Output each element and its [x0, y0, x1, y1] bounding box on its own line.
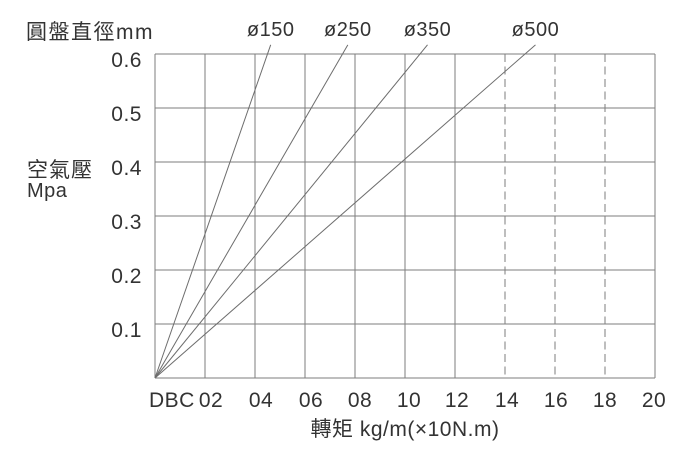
- y-tick-label-0.2: 0.2: [111, 265, 142, 288]
- y-axis-title-text: 空氣壓: [27, 159, 93, 182]
- y-tick-label-0.3: 0.3: [111, 211, 142, 234]
- series-line-ø250: [154, 44, 349, 379]
- y-axis-title: 空氣壓 Mpa: [27, 160, 93, 202]
- x-tick-label-04: 04: [248, 389, 274, 412]
- x-tick-label-12: 12: [444, 389, 470, 412]
- series-label-ø500: ø500: [511, 19, 560, 41]
- series-line-ø350: [154, 44, 428, 379]
- y-tick-label-0.6: 0.6: [111, 49, 142, 72]
- x-tick-label-08: 08: [347, 389, 373, 412]
- x-tick-label-10: 10: [396, 389, 422, 412]
- y-tick-label-0.5: 0.5: [111, 103, 142, 126]
- y-axis-unit-label: Mpa: [27, 180, 68, 202]
- series-label-ø150: ø150: [246, 19, 295, 41]
- series-label-ø250: ø250: [324, 19, 372, 41]
- x-tick-label-20: 20: [641, 389, 667, 412]
- series-line-ø150: [154, 44, 272, 379]
- y-tick-label-0.4: 0.4: [111, 157, 142, 180]
- y-tick-label-0.1: 0.1: [111, 319, 142, 342]
- x-tick-label-14: 14: [494, 389, 520, 412]
- disc-diameter-axis-title: 圓盤直徑mm: [26, 21, 154, 44]
- x-tick-label-02: 02: [198, 389, 224, 412]
- x-tick-label-18: 18: [592, 389, 618, 412]
- series-label-ø350: ø350: [403, 19, 452, 41]
- x-axis-title: 轉矩 kg/m(×10N.m): [310, 418, 500, 441]
- series-line-ø500: [154, 44, 536, 379]
- x-tick-label-16: 16: [543, 389, 569, 412]
- x-axis-model-prefix-label: DBC: [149, 389, 195, 412]
- x-tick-label-06: 06: [298, 389, 324, 412]
